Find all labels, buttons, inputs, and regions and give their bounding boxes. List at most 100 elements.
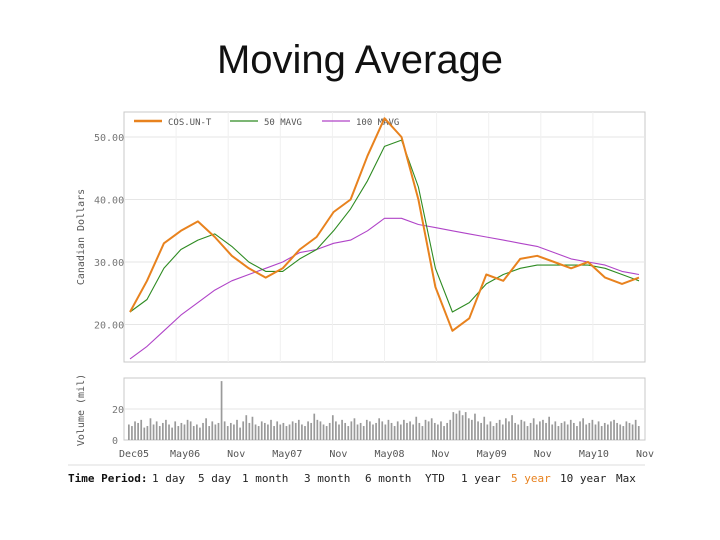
- volume-bar: [180, 422, 183, 440]
- volume-bar: [588, 422, 591, 440]
- volume-bar: [619, 424, 622, 440]
- volume-bar: [421, 426, 424, 440]
- volume-bar: [338, 424, 340, 440]
- volume-bar: [319, 421, 322, 440]
- y-tick-label: 40.00: [94, 196, 124, 207]
- volume-bar: [186, 419, 189, 440]
- volume-bar: [433, 422, 436, 440]
- volume-bar: [393, 426, 396, 440]
- volume-bar: [523, 421, 526, 440]
- volume-bar: [171, 427, 173, 440]
- volume-bar: [498, 419, 501, 440]
- legend-label: 50 MAVG: [264, 118, 302, 128]
- volume-bar: [257, 426, 260, 440]
- volume-bar: [412, 424, 415, 440]
- volume-bar: [458, 410, 461, 440]
- volume-bar: [131, 426, 133, 440]
- volume-bar: [483, 416, 486, 440]
- volume-bar: [223, 421, 226, 440]
- x-tick-label: May06: [170, 449, 200, 460]
- volume-bar: [399, 424, 402, 440]
- volume-bar: [526, 426, 529, 440]
- volume-bar: [514, 422, 516, 440]
- price-line: [129, 117, 640, 332]
- volume-bar: [529, 422, 532, 440]
- time-period-option[interactable]: YTD: [425, 472, 445, 485]
- time-period-option[interactable]: 5 year: [511, 472, 551, 485]
- volume-bar: [455, 413, 458, 440]
- volume-bar: [149, 418, 152, 440]
- x-tick-label: Nov: [534, 449, 552, 460]
- time-period-option[interactable]: 3 month: [304, 472, 351, 485]
- volume-bar: [202, 422, 204, 440]
- volume-bar: [495, 422, 498, 440]
- volume-bar: [359, 422, 362, 440]
- time-period-label: Time Period:: [68, 472, 148, 485]
- volume-bar: [535, 424, 538, 440]
- volume-bar: [585, 424, 588, 440]
- volume-bar: [161, 422, 164, 440]
- volume-bar: [443, 426, 445, 440]
- time-period-option[interactable]: 1 day: [152, 472, 186, 485]
- volume-bar: [628, 422, 631, 440]
- volume-bar: [217, 422, 220, 440]
- volume-bar: [613, 419, 615, 440]
- time-period-option[interactable]: Max: [616, 472, 636, 485]
- volume-bar: [517, 424, 520, 440]
- time-period-option[interactable]: 1 year: [461, 472, 501, 485]
- volume-bar: [344, 422, 347, 440]
- volume-bar: [532, 418, 535, 440]
- volume-bar: [520, 419, 523, 440]
- volume-bar: [165, 419, 167, 440]
- volume-bar: [325, 426, 328, 440]
- volume-bar: [294, 422, 297, 440]
- volume-bar: [406, 422, 408, 440]
- y-axis-label: Canadian Dollars: [76, 189, 87, 285]
- volume-bar: [304, 426, 306, 440]
- volume-bar: [378, 418, 381, 440]
- volume-bar: [297, 419, 300, 440]
- volume-bar: [205, 418, 207, 440]
- volume-bar: [285, 426, 288, 440]
- volume-bar: [381, 421, 384, 440]
- volume-bar: [390, 422, 393, 440]
- time-period-option[interactable]: 1 month: [242, 472, 289, 485]
- volume-bar: [511, 415, 513, 440]
- volume-bar: [437, 424, 439, 440]
- x-tick-label: Nov: [636, 449, 654, 460]
- volume-bar: [276, 421, 279, 440]
- volume-bar: [260, 421, 263, 440]
- x-tick-label: May08: [374, 449, 404, 460]
- volume-bar: [403, 419, 405, 440]
- legend-label: 100 MAVG: [356, 118, 399, 128]
- volume-bar: [387, 419, 390, 440]
- volume-bar: [369, 421, 371, 440]
- volume-bar: [168, 424, 170, 440]
- y-tick-label: 20.00: [94, 321, 124, 332]
- volume-bar: [557, 426, 560, 440]
- time-period-option[interactable]: 5 day: [198, 472, 232, 485]
- volume-bar: [282, 422, 285, 440]
- volume-bar: [396, 421, 399, 440]
- volume-bar: [474, 413, 476, 440]
- volume-bar: [137, 422, 139, 440]
- volume-bar: [582, 418, 584, 440]
- volume-bar: [350, 421, 353, 440]
- volume-bar: [267, 424, 269, 440]
- volume-bar: [146, 426, 149, 440]
- time-period-option[interactable]: 6 month: [365, 472, 412, 485]
- volume-bar: [155, 421, 158, 440]
- volume-bar: [270, 419, 272, 440]
- volume-bar: [220, 381, 223, 440]
- volume-bar: [183, 424, 186, 440]
- volume-bar: [239, 427, 241, 440]
- volume-bar: [418, 422, 421, 440]
- volume-bar: [409, 421, 411, 440]
- volume-bar: [576, 426, 578, 440]
- volume-bar: [195, 424, 198, 440]
- volume-bar: [625, 421, 628, 440]
- volume-bar: [347, 426, 350, 440]
- time-period-option[interactable]: 10 year: [560, 472, 607, 485]
- volume-bar: [177, 426, 180, 440]
